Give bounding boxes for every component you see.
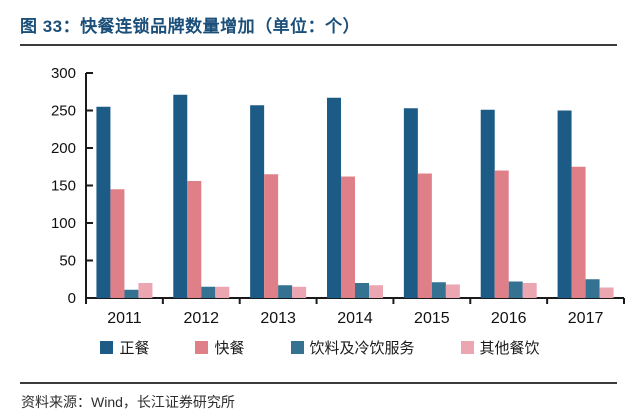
bar: [110, 189, 125, 298]
y-tick-label: 150: [51, 178, 76, 195]
chart-legend: 正餐 快餐 饮料及冷饮服务 其他餐饮: [0, 336, 640, 358]
bar: [201, 286, 216, 298]
bar: [403, 108, 418, 298]
bar: [215, 286, 230, 298]
bar: [445, 284, 460, 298]
bar: [431, 282, 446, 298]
title-divider: [20, 44, 617, 46]
bar: [341, 176, 355, 298]
y-tick-label: 200: [51, 140, 76, 157]
legend-swatch-icon: [290, 340, 304, 354]
x-tick-label: 2015: [414, 310, 450, 327]
x-tick-label: 2014: [337, 310, 373, 327]
bar: [278, 285, 293, 298]
bar: [522, 283, 537, 298]
bar-chart: 0 50 100 150 200 250 300 2011 2012 2013 2014 2015 20…: [20, 58, 632, 330]
figure-title: 图 33：快餐连锁品牌数量增加（单位：个）: [20, 17, 361, 36]
bar: [480, 109, 495, 298]
legend-item: 其他餐饮: [460, 337, 540, 358]
legend-label: 正餐: [119, 339, 150, 357]
legend-swatch-icon: [100, 340, 114, 354]
bar: [96, 106, 111, 298]
bar: [557, 110, 572, 298]
y-tick-label: 300: [51, 65, 76, 82]
x-tick-label: 2017: [568, 310, 604, 327]
y-tick-label: 250: [51, 103, 76, 120]
bar: [355, 283, 369, 298]
bar-chart-canvas: 0 50 100 150 200 250 300 2011 2012 2013 2014 2015 20…: [51, 65, 625, 327]
legend-swatch-icon: [195, 340, 209, 354]
legend-item: 快餐: [195, 337, 245, 358]
bar: [508, 281, 523, 298]
legend-swatch-icon: [460, 340, 474, 354]
bar: [327, 97, 341, 298]
y-tick-label: 0: [68, 290, 76, 307]
bar: [138, 283, 153, 298]
source-note: 资料来源：Wind，长江证券研究所: [21, 394, 235, 410]
bar: [124, 289, 139, 298]
bar: [173, 94, 188, 298]
x-tick-label: 2012: [183, 310, 219, 327]
x-tick-label: 2013: [260, 310, 296, 327]
footer-divider: [20, 382, 617, 384]
bar: [585, 279, 600, 298]
bar: [417, 173, 432, 298]
bar: [599, 287, 614, 298]
legend-label: 快餐: [214, 339, 245, 357]
bar: [264, 174, 279, 298]
y-tick-label: 50: [59, 253, 76, 270]
legend-item: 正餐: [100, 337, 149, 358]
x-tick-label: 2011: [107, 310, 142, 327]
bar: [571, 166, 586, 298]
legend-label: 饮料及冷饮服务: [309, 339, 415, 357]
legend-label: 其他餐饮: [479, 339, 540, 357]
bar: [250, 105, 265, 298]
legend-item: 饮料及冷饮服务: [290, 337, 415, 358]
bar: [292, 286, 307, 298]
bar: [187, 181, 202, 298]
bar: [369, 285, 383, 298]
y-tick-label: 100: [51, 215, 76, 232]
x-tick-label: 2016: [491, 310, 527, 327]
bar: [494, 170, 509, 298]
